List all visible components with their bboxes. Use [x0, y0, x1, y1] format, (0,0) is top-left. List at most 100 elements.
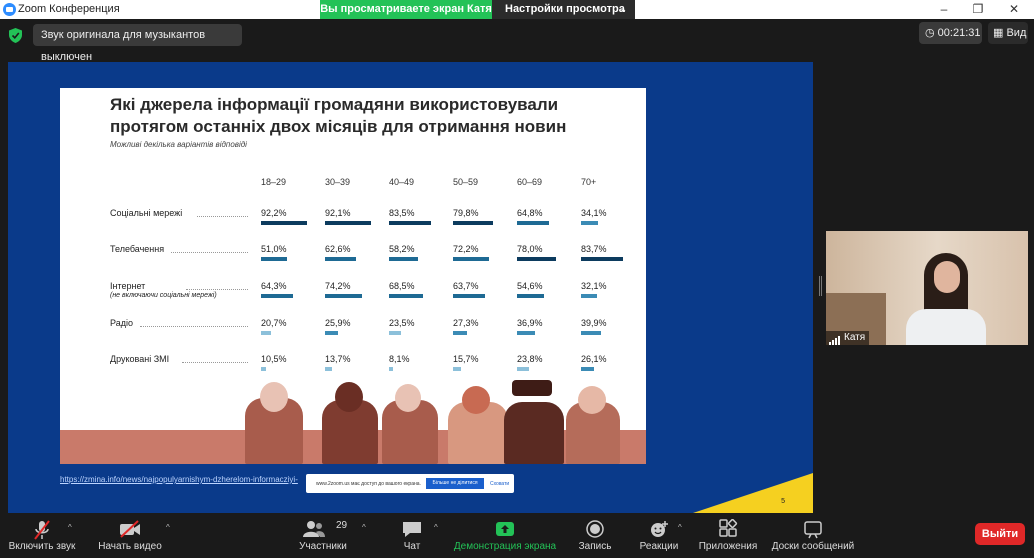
unmute-button[interactable]: Включить звук [2, 516, 82, 558]
view-settings-label: Настройки просмотра [505, 3, 625, 15]
reactions-button[interactable]: Реакции [634, 516, 684, 558]
close-icon[interactable]: ✕ [1008, 2, 1020, 16]
stop-sharing-button[interactable]: Більше не ділитися [426, 478, 484, 489]
value-bar [389, 367, 394, 371]
value-label: 78,0% [517, 244, 543, 254]
meeting-toolbar: Включить звук ^ Начать видео ^ Участники… [0, 516, 1034, 558]
sharing-banner: Вы просматриваете экран Катя [320, 0, 492, 19]
yellow-corner [693, 473, 813, 513]
video-options-caret[interactable]: ^ [166, 523, 170, 532]
participants-label: Участники [299, 541, 347, 552]
value-label: 27,3% [453, 318, 479, 328]
share-screen-label: Демонстрация экрана [453, 541, 557, 552]
share-screen-icon [496, 522, 514, 536]
age-group-header: 50–59 [453, 177, 479, 187]
audio-options-caret[interactable]: ^ [68, 523, 72, 532]
restore-icon[interactable]: ❐ [972, 2, 984, 16]
participants-options-caret[interactable]: ^ [362, 523, 366, 532]
view-settings-button[interactable]: Настройки просмотра ⌄ [492, 0, 635, 19]
start-video-button[interactable]: Начать видео [94, 516, 166, 558]
view-button[interactable]: ▦ Вид [988, 22, 1028, 44]
chat-options-caret[interactable]: ^ [434, 523, 438, 532]
value-label: 15,7% [453, 354, 479, 364]
value-label: 92,2% [261, 208, 287, 218]
shield-icon[interactable] [9, 28, 22, 43]
source-row-label: Телебачення [110, 244, 164, 254]
record-icon [586, 520, 604, 538]
dotted-leader [171, 252, 248, 253]
value-label: 26,1% [581, 354, 607, 364]
apps-label: Приложения [698, 541, 758, 552]
value-bar [261, 367, 267, 371]
value-bar [517, 331, 536, 335]
value-bar [261, 257, 287, 261]
chevron-down-icon: ⌄ [619, 4, 627, 14]
age-group-header: 30–39 [325, 177, 351, 187]
value-label: 74,2% [325, 281, 351, 291]
value-bar [581, 294, 598, 298]
value-label: 20,7% [261, 318, 287, 328]
slide: Які джерела інформації громадяни викорис… [60, 88, 646, 464]
dotted-leader [181, 362, 248, 363]
video-person-face [934, 261, 960, 293]
person-figure [504, 402, 564, 464]
value-label: 63,7% [453, 281, 479, 291]
dotted-leader [197, 216, 248, 217]
apps-icon [719, 519, 738, 537]
slide-page-number: 5 [781, 498, 785, 505]
value-label: 23,8% [517, 354, 543, 364]
value-label: 10,5% [261, 354, 287, 364]
chat-button[interactable]: Чат [392, 516, 432, 558]
value-label: 92,1% [325, 208, 351, 218]
share-screen-button[interactable]: Демонстрация экрана [450, 516, 560, 558]
zoom-logo-icon [3, 3, 16, 16]
timer-value: 00:21:31 [937, 27, 981, 39]
dotted-leader [140, 326, 248, 327]
value-label: 23,5% [389, 318, 415, 328]
zoom-notice-text: www.2zoom.us має доступ до вашого екрана… [316, 481, 421, 487]
value-label: 62,6% [325, 244, 351, 254]
source-row-label: Інтернет (не включаючи соціальні мережі) [110, 281, 217, 299]
value-bar [517, 294, 545, 298]
value-bar [581, 257, 623, 261]
whiteboards-button[interactable]: Доски сообщений [770, 516, 856, 558]
whiteboard-icon [804, 521, 822, 539]
source-row-label: Соціальні мережі [110, 208, 182, 218]
value-label: 36,9% [517, 318, 543, 328]
participant-name-tag: Катя [826, 331, 870, 345]
person-head [462, 386, 490, 414]
minimize-icon[interactable]: – [940, 2, 948, 16]
reactions-options-caret[interactable]: ^ [678, 523, 682, 532]
start-video-label: Начать видео [98, 541, 162, 552]
video-person-shirt [906, 309, 986, 345]
value-bar [325, 331, 338, 335]
panel-resize-handle[interactable] [819, 276, 822, 296]
dotted-leader [186, 289, 248, 290]
musician-audio-status[interactable]: Звук оригинала для музыкантов выключен [33, 24, 242, 63]
value-bar [325, 367, 332, 371]
value-label: 83,5% [389, 208, 415, 218]
hide-notice-button[interactable]: Сховати [490, 481, 510, 487]
value-bar [325, 221, 372, 225]
source-name: Інтернет [110, 281, 146, 291]
source-name: Соціальні мережі [110, 208, 183, 218]
value-bar [325, 294, 363, 298]
value-bar [517, 221, 550, 225]
whiteboards-label: Доски сообщений [771, 541, 855, 552]
participant-video-tile[interactable]: Катя [826, 231, 1028, 345]
record-button[interactable]: Запись [572, 516, 618, 558]
value-bar [453, 367, 461, 371]
source-link[interactable]: https://zmina.info/news/najpopulyarnishy… [60, 475, 298, 484]
leave-button[interactable]: Выйти [975, 523, 1025, 545]
chat-icon [403, 522, 421, 537]
participants-button[interactable]: Участники [290, 516, 356, 558]
value-bar [581, 367, 595, 371]
source-row-label: Друковані ЗМІ [110, 354, 169, 364]
slide-note: Можливі декілька варіантів відповіді [110, 140, 247, 149]
value-bar [389, 294, 424, 298]
shared-screen: 5 Які джерела інформації громадяни викор… [8, 62, 813, 513]
value-bar [517, 367, 529, 371]
value-label: 79,8% [453, 208, 479, 218]
apps-button[interactable]: Приложения [696, 516, 760, 558]
source-name: Радіо [110, 318, 133, 328]
